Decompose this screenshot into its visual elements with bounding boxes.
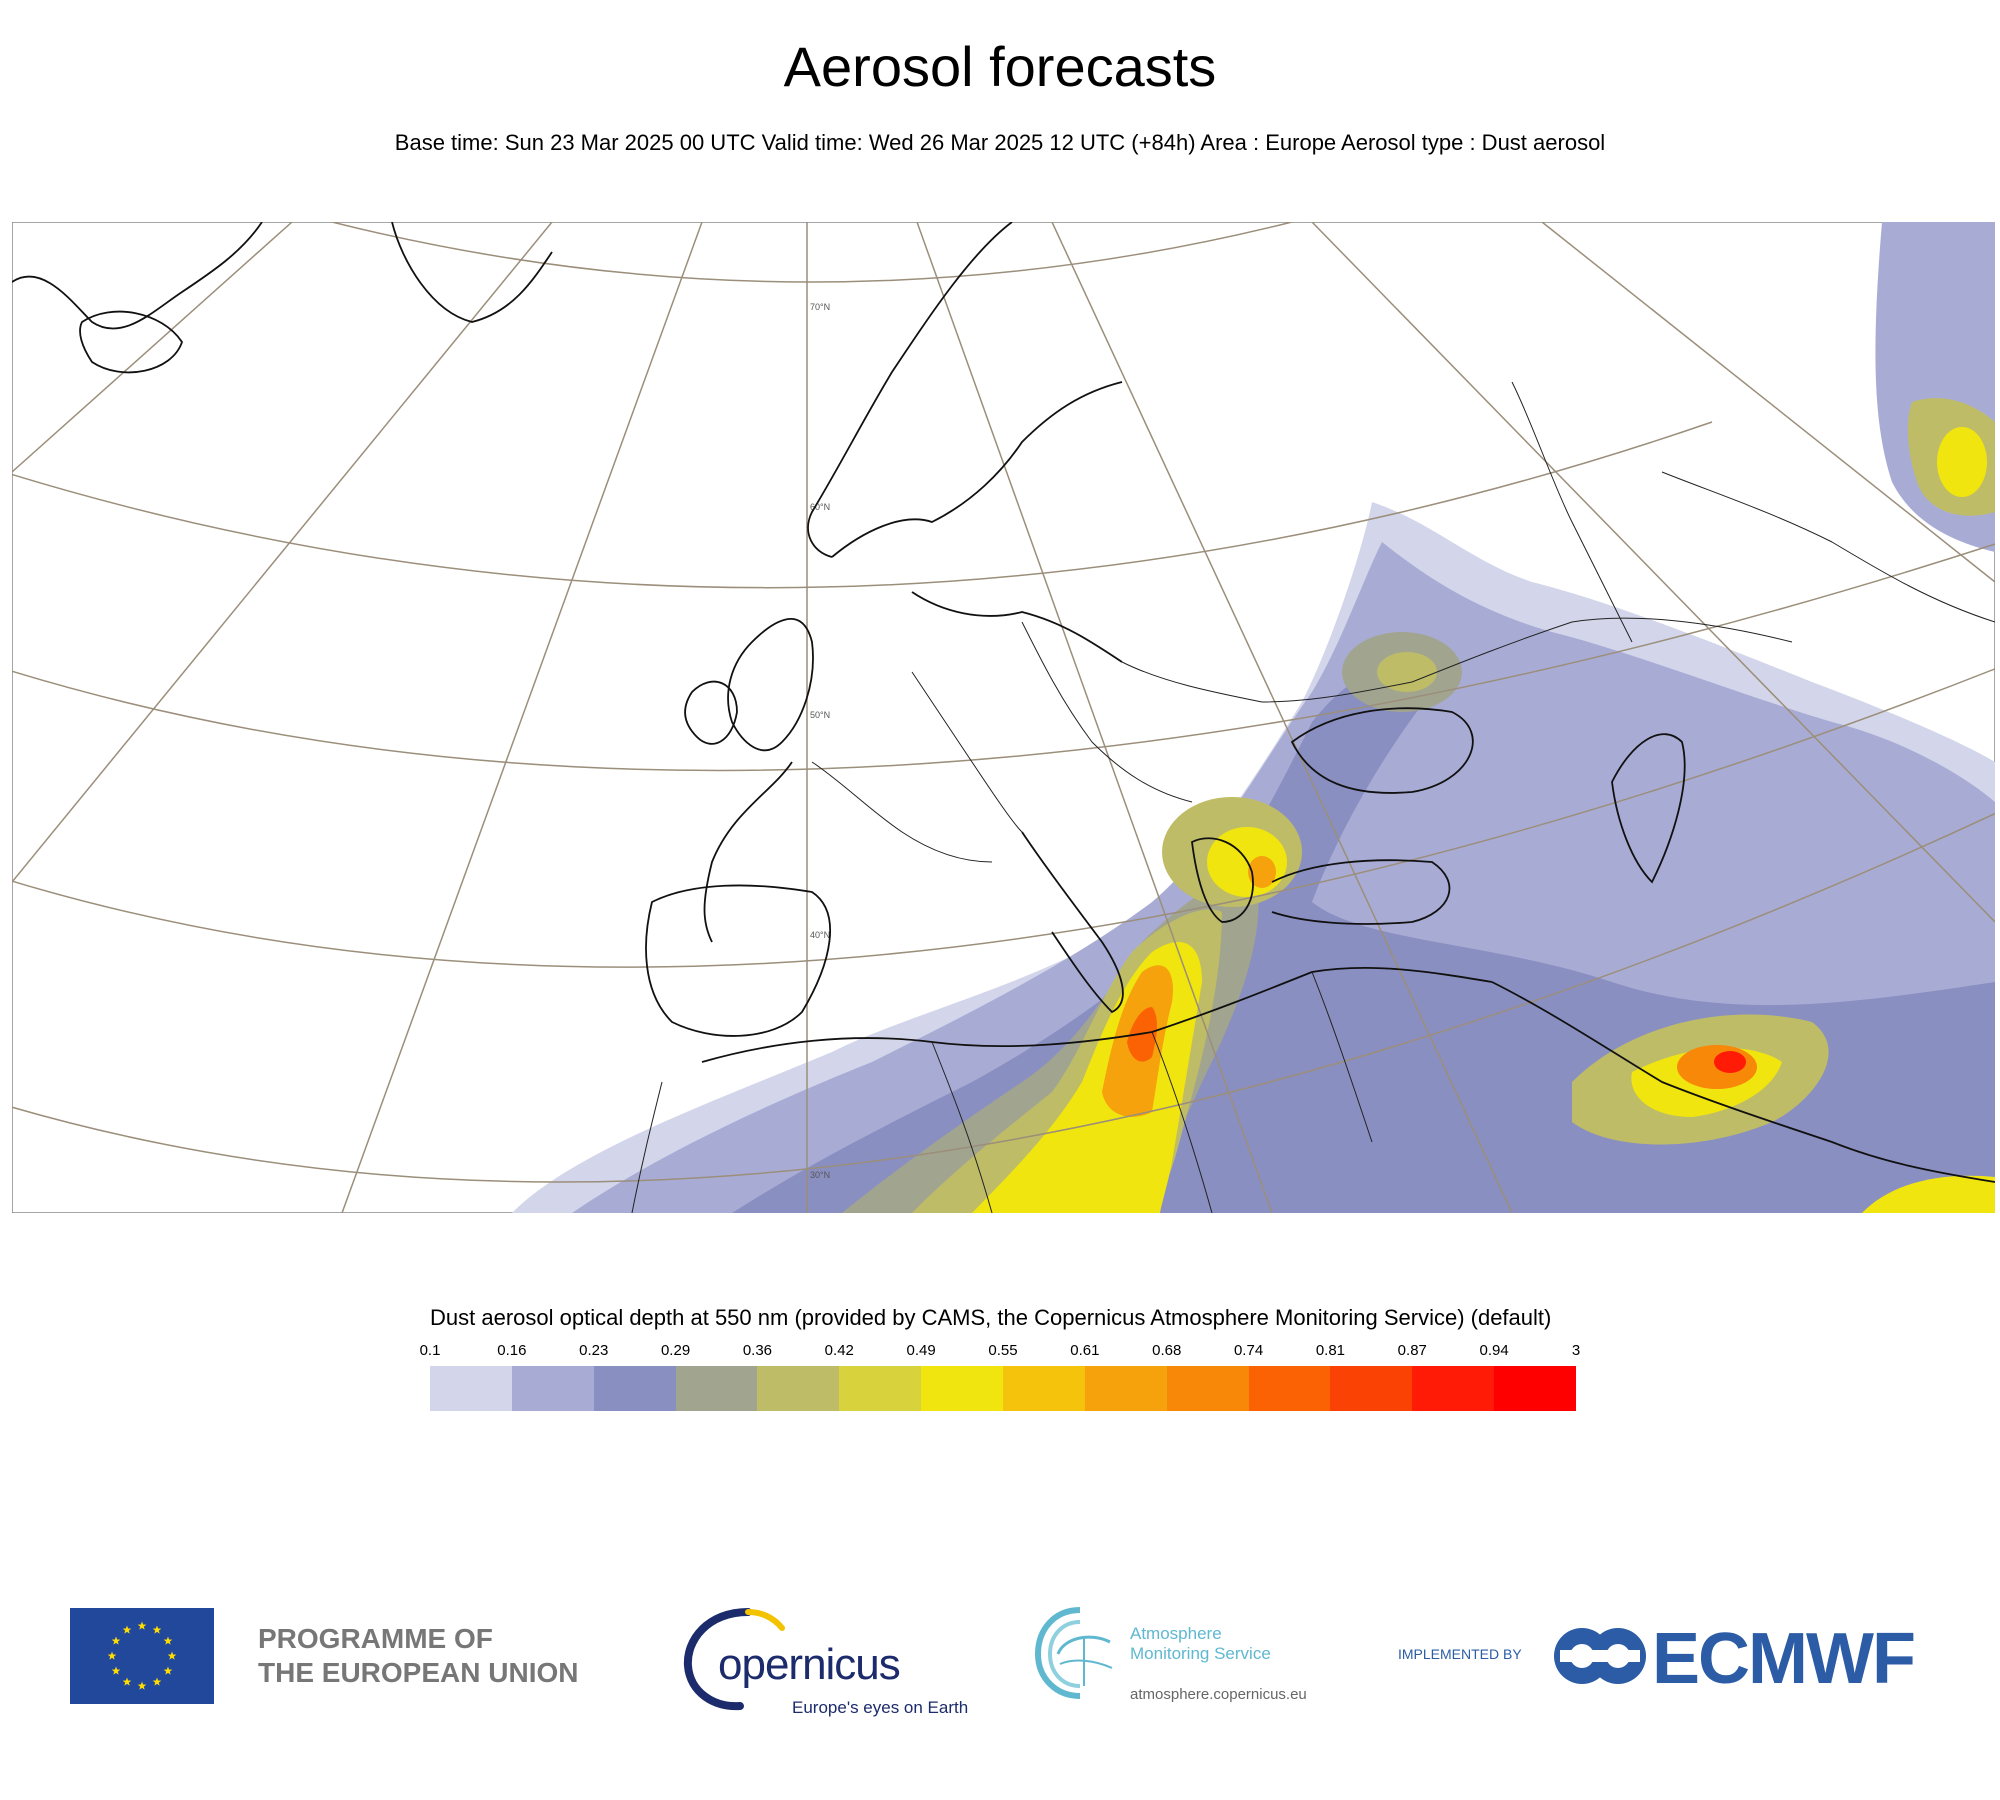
legend-tick-label: 3 — [1571, 1342, 1581, 1359]
graticule — [12, 222, 1995, 1213]
sweden-coast — [831, 381, 1123, 558]
baltic-coast — [911, 591, 1123, 663]
eu-line-2: THE EUROPEAN UNION — [258, 1657, 579, 1688]
footer-logos: PROGRAMME OF THE EUROPEAN UNION opernicu… — [0, 1590, 2000, 1740]
cams-name: Atmosphere Monitoring Service — [1130, 1624, 1271, 1664]
ecmwf-wordmark: ECMWF — [1652, 1619, 1916, 1699]
page-title: Aerosol forecasts — [783, 35, 1217, 98]
coastlines — [12, 222, 1995, 1183]
legend-swatch — [1330, 1366, 1413, 1411]
eu-star-icon — [152, 1677, 162, 1686]
legend-tick-label: 0.74 — [1233, 1342, 1264, 1359]
implemented-by-label: IMPLEMENTED BY — [1398, 1646, 1522, 1662]
legend-swatch — [1003, 1366, 1085, 1411]
lat-label-50: 50°N — [810, 710, 830, 720]
eu-star-icon — [122, 1625, 132, 1634]
copernicus-wordmark: opernicus — [718, 1640, 901, 1689]
legend-tick-label: 0.87 — [1397, 1342, 1427, 1359]
lat-label-30: 30°N — [810, 1170, 830, 1180]
legend-tick-label: 0.23 — [579, 1342, 609, 1359]
legend-swatch — [1248, 1366, 1331, 1411]
greece-coast — [1191, 837, 1254, 923]
legend-colorbar — [430, 1366, 1577, 1411]
legend-swatch — [921, 1366, 1004, 1411]
legend-swatch — [757, 1366, 840, 1411]
eu-star-icon — [111, 1666, 121, 1675]
norway-coast — [807, 222, 1013, 558]
turkey-coast — [1271, 859, 1451, 925]
france-coast — [703, 761, 793, 943]
dust-plume-balkans-orange — [1248, 856, 1276, 888]
eu-star-icon — [137, 1681, 147, 1690]
legend-tick-label: 0.16 — [497, 1342, 527, 1359]
eu-star-icon — [111, 1636, 121, 1645]
eu-star-icon — [152, 1625, 162, 1634]
britain-coast — [727, 618, 814, 752]
cams-logo: Atmosphere Monitoring Service atmosphere… — [1034, 1602, 1334, 1722]
iceland-coast — [79, 310, 183, 374]
cams-line-2: Monitoring Service — [1130, 1644, 1271, 1663]
legend-tick-label: 0.94 — [1479, 1342, 1509, 1359]
legend-tick-label: 0.55 — [988, 1342, 1018, 1359]
eu-star-icon — [137, 1621, 147, 1630]
n-africa-coast — [701, 966, 1493, 1063]
legend-ticks: 0.1 0.16 0.23 0.29 0.36 0.42 0.49 0.55 0.61 0.68 0… — [420, 1342, 1581, 1362]
legend-tick-label: 0.61 — [1070, 1342, 1100, 1359]
svalbard-coast — [391, 222, 553, 323]
ecmwf-logo: ECMWF — [1552, 1616, 1952, 1699]
legend-tick-label: 0.81 — [1315, 1342, 1346, 1359]
italy-coast — [1021, 831, 1124, 1014]
copernicus-swoosh-icon — [683, 1608, 785, 1711]
lat-label-40: 40°N — [810, 930, 830, 940]
eu-star-icon — [107, 1651, 117, 1660]
legend-title: Dust aerosol optical depth at 550 nm (pr… — [430, 1305, 1552, 1330]
lat-label-70: 70°N — [810, 302, 830, 312]
caspian-coast — [1611, 733, 1686, 884]
eu-programme-label: PROGRAMME OF THE EUROPEAN UNION — [258, 1622, 578, 1690]
dust-aod-map[interactable]: 70°N 60°N 50°N 40°N 30°N — [12, 222, 1995, 1213]
ecmwf-logo-icon — [1554, 1628, 1646, 1684]
eu-star-icon — [122, 1677, 132, 1686]
eu-line-1: PROGRAMME OF — [258, 1623, 493, 1654]
legend-swatch — [675, 1366, 758, 1411]
dust-plume-blacksea-olive — [1377, 652, 1437, 692]
eu-star-icon — [163, 1666, 173, 1675]
greenland-coast — [12, 222, 263, 330]
copernicus-logo: opernicus Europe's eyes on Earth — [678, 1600, 968, 1720]
eu-star-icon — [167, 1651, 177, 1660]
ireland-coast — [684, 680, 738, 745]
blacksea-coast — [1290, 707, 1474, 794]
legend-swatch — [430, 1366, 512, 1411]
arabia-coast — [1491, 981, 1995, 1183]
legend-swatch — [839, 1366, 922, 1411]
copernicus-tagline: Europe's eyes on Earth — [792, 1698, 969, 1717]
cams-globe-icon — [1034, 1607, 1113, 1699]
legend-tick-label: 0.29 — [660, 1342, 691, 1359]
lat-label-60: 60°N — [810, 502, 830, 512]
cams-url: atmosphere.copernicus.eu — [1130, 1686, 1307, 1703]
legend-swatch — [1412, 1366, 1495, 1411]
legend-swatch — [511, 1366, 594, 1411]
iberia-coast — [645, 884, 831, 1037]
borders — [631, 381, 1995, 1213]
cams-line-1: Atmosphere — [1130, 1624, 1222, 1643]
legend-tick-label: 0.68 — [1152, 1342, 1182, 1359]
legend-swatch — [1166, 1366, 1249, 1411]
legend-swatch — [593, 1366, 676, 1411]
legend-swatch — [1084, 1366, 1167, 1411]
eu-flag-icon — [70, 1608, 214, 1704]
eu-star-icon — [163, 1636, 173, 1645]
dust-plume-se — [1862, 1175, 1995, 1213]
legend-tick-label: 0.49 — [906, 1342, 936, 1359]
forecast-subtitle: Base time: Sun 23 Mar 2025 00 UTC Valid … — [394, 130, 1606, 155]
dust-plume-mideast-red — [1714, 1051, 1746, 1073]
legend-tick-label: 0.1 — [419, 1342, 441, 1359]
legend-swatch — [1494, 1366, 1577, 1411]
dust-plume-ne-yellow — [1937, 427, 1987, 497]
legend-tick-label: 0.42 — [824, 1342, 854, 1359]
legend-tick-label: 0.36 — [742, 1342, 773, 1359]
